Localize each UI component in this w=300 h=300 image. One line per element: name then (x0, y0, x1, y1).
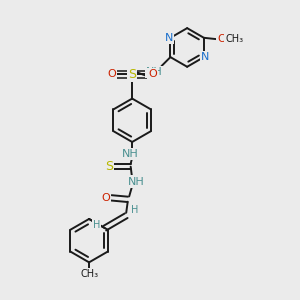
Text: N: N (165, 33, 173, 43)
Text: O: O (217, 34, 226, 44)
Text: O: O (108, 69, 116, 79)
Text: S: S (128, 68, 136, 81)
Text: S: S (105, 160, 113, 173)
Text: NH: NH (146, 67, 163, 77)
Text: CH₃: CH₃ (225, 34, 243, 44)
Text: H: H (93, 220, 100, 230)
Text: NH: NH (128, 176, 145, 187)
Text: H: H (131, 205, 138, 215)
Text: CH₃: CH₃ (80, 268, 98, 279)
Text: O: O (148, 69, 157, 79)
Text: O: O (102, 193, 110, 203)
Text: NH: NH (122, 149, 138, 159)
Text: N: N (201, 52, 210, 62)
